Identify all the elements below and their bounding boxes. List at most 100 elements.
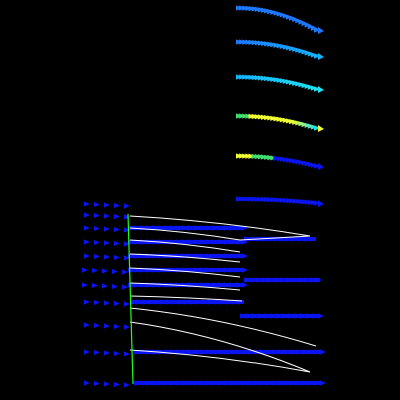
vector-arrow <box>176 380 182 386</box>
vector-arrow <box>194 225 200 231</box>
vector-arrow <box>240 313 246 319</box>
vector-arrow <box>236 253 242 259</box>
vector-arrow <box>268 277 274 283</box>
vector-arrow <box>300 313 306 319</box>
vector-arrow <box>212 267 218 273</box>
vector-profile-4 <box>236 113 324 132</box>
vector-arrow <box>214 299 220 305</box>
vector-arrow <box>114 240 120 247</box>
vector-arrow <box>282 313 288 319</box>
vector-arrow <box>218 267 224 273</box>
vector-arrow <box>212 282 218 288</box>
vector-arrow <box>318 313 324 319</box>
vector-arrow <box>104 350 110 356</box>
streamlines <box>129 215 317 373</box>
vector-arrow <box>84 225 90 231</box>
vector-arrow <box>182 380 188 386</box>
vector-arrow <box>164 349 170 355</box>
vector-arrow <box>284 349 290 355</box>
vector-arrow <box>316 277 322 283</box>
vector-arrow <box>206 349 212 355</box>
vector-arrow <box>188 225 194 231</box>
streamline-8 <box>129 307 317 347</box>
vector-arrow <box>308 349 314 355</box>
streamline-3 <box>129 239 241 253</box>
vector-arrow <box>236 225 242 231</box>
vector-arrow <box>124 255 130 261</box>
vector-arrow <box>224 253 230 259</box>
vector-arrow <box>200 225 206 231</box>
vector-arrow <box>148 299 154 305</box>
vector-arrow <box>122 269 128 275</box>
vector-arrow <box>176 267 182 273</box>
vector-arrow <box>230 349 236 355</box>
streamline-6 <box>129 282 241 291</box>
vector-arrow <box>84 253 90 259</box>
vector-arrow <box>84 380 90 386</box>
vector-arrow <box>112 283 118 290</box>
profile-arrow <box>314 163 321 169</box>
vector-arrow <box>276 313 282 319</box>
vector-arrow <box>302 349 308 355</box>
vector-arrow <box>252 313 258 319</box>
vector-arrow <box>94 201 100 208</box>
vector-arrow <box>152 380 158 386</box>
streamline-1 <box>129 215 311 237</box>
vector-arrow <box>320 380 326 386</box>
vector-arrow <box>114 213 120 220</box>
vector-arrow <box>304 236 310 242</box>
vector-arrow <box>264 313 270 319</box>
vector-arrow <box>218 349 224 355</box>
streamline-4 <box>129 253 241 263</box>
profile-arrow <box>314 27 321 33</box>
vector-arrow <box>286 277 292 283</box>
vector-arrow <box>188 380 194 386</box>
vector-arrow <box>236 380 242 386</box>
vector-arrow <box>114 300 120 307</box>
profile-arrow <box>314 86 321 92</box>
vector-profile-5 <box>236 153 324 170</box>
streamline-5 <box>129 267 241 278</box>
vector-arrow <box>124 214 130 220</box>
right-vector-row-3 <box>240 313 324 319</box>
streamline-10 <box>129 349 311 373</box>
vector-arrow <box>302 380 308 386</box>
vector-arrow <box>128 239 134 245</box>
vector-row-11 <box>84 380 130 388</box>
vector-arrow <box>158 253 164 259</box>
vector-arrow <box>102 283 108 289</box>
streamline-2 <box>129 227 241 241</box>
right-vector-row-4 <box>134 349 326 355</box>
profile-arrow <box>314 125 321 131</box>
profile-arrow-head <box>318 200 324 207</box>
vector-arrow <box>220 299 226 305</box>
vector-arrow <box>218 380 224 386</box>
vector-arrow <box>230 282 236 288</box>
vector-arrow <box>230 267 236 273</box>
vector-arrow <box>164 225 170 231</box>
vector-row-7 <box>82 282 248 290</box>
vector-arrow <box>122 284 128 290</box>
vector-arrow <box>194 380 200 386</box>
vector-arrow <box>242 239 248 245</box>
vector-arrow <box>218 225 224 231</box>
vector-arrow <box>104 240 110 246</box>
vector-arrow <box>158 380 164 386</box>
vector-arrow <box>226 299 232 305</box>
vector-arrow <box>124 324 130 330</box>
vector-arrow <box>236 267 242 273</box>
profile-arrow-head <box>318 27 324 34</box>
vector-arrow <box>184 299 190 305</box>
vector-arrow <box>254 380 260 386</box>
vector-arrow <box>104 300 110 306</box>
vector-arrow <box>230 239 236 245</box>
profile-arrow-head <box>318 125 324 132</box>
vector-arrow <box>104 226 110 232</box>
vector-arrow <box>236 349 242 355</box>
vector-arrow <box>172 299 178 305</box>
vector-arrow <box>296 380 302 386</box>
vector-arrow <box>280 277 286 283</box>
vector-arrow <box>134 282 140 288</box>
vector-arrow <box>124 301 130 307</box>
